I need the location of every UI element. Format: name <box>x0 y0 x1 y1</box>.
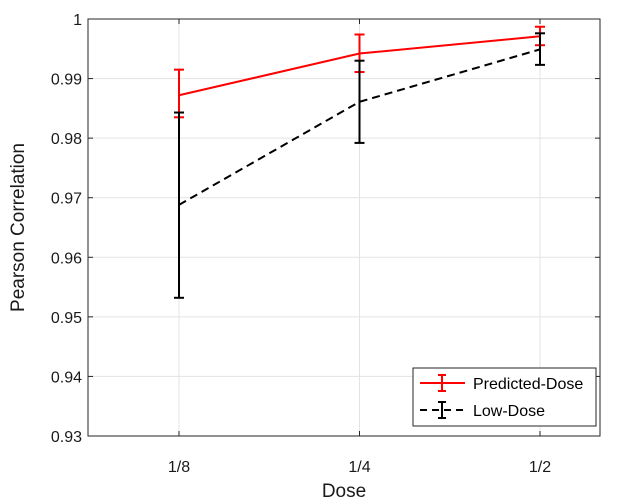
x-tick-label: 1/4 <box>348 459 370 476</box>
ticks: 0.93 0.94 0.95 0.96 0.97 0.98 0.99 1 1/8 1/4 1/2 <box>51 12 600 476</box>
y-tick-label: 0.97 <box>51 191 82 208</box>
series-low-dose <box>174 32 545 299</box>
y-tick-label: 0.99 <box>51 72 82 89</box>
y-tick-label: 0.98 <box>51 131 82 148</box>
y-tick-label: 1 <box>73 12 82 29</box>
series-layer <box>174 25 545 299</box>
x-axis-label: Dose <box>322 481 366 501</box>
y-tick-label: 0.94 <box>51 369 82 386</box>
legend-box <box>412 367 597 427</box>
legend-label: Predicted-Dose <box>473 376 583 393</box>
y-tick-label: 0.96 <box>51 250 82 267</box>
x-tick-label: 1/8 <box>168 459 190 476</box>
legend: Predicted-Dose Low-Dose <box>412 367 597 427</box>
legend-item: Predicted-Dose <box>420 374 583 393</box>
legend-item: Low-Dose <box>420 401 545 420</box>
x-tick-label: 1/2 <box>529 459 551 476</box>
plot-area-frame <box>87 18 601 437</box>
y-tick-label: 0.95 <box>51 310 82 327</box>
y-axis-label: Pearson Correlation <box>8 143 29 312</box>
y-tick-label: 0.93 <box>51 429 82 446</box>
legend-label: Low-Dose <box>473 403 545 420</box>
series-line <box>178 48 541 206</box>
